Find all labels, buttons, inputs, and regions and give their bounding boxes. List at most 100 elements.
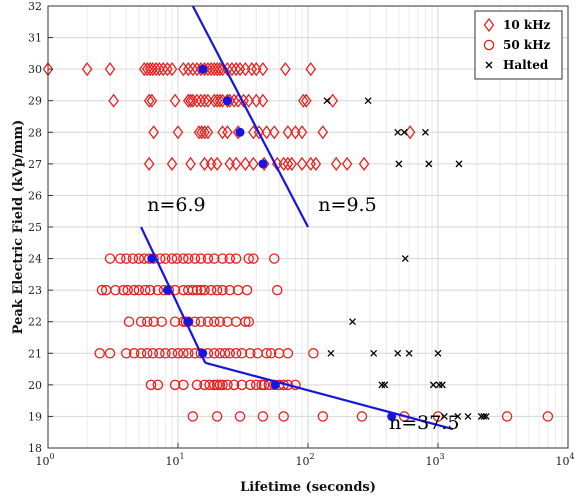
data-point (195, 284, 207, 296)
data-point (230, 348, 242, 359)
data-point (286, 156, 298, 171)
legend-symbol (483, 17, 495, 33)
data-point (166, 62, 178, 77)
data-point (323, 97, 331, 105)
data-point (150, 62, 162, 77)
data-point (183, 348, 194, 359)
data-point (236, 348, 248, 359)
fit-marker (198, 64, 208, 74)
data-point (104, 348, 116, 359)
data-point (178, 62, 189, 77)
data-point (282, 156, 294, 171)
data-point (135, 348, 147, 359)
data-point (202, 316, 214, 327)
data-point (401, 255, 409, 263)
data-point (243, 253, 254, 264)
data-point (191, 93, 203, 108)
data-point (240, 316, 251, 327)
data-point (282, 348, 294, 359)
data-point (300, 93, 312, 108)
data-point (178, 253, 189, 264)
data-point (199, 125, 210, 140)
data-point (243, 93, 255, 108)
data-point (202, 253, 214, 264)
data-point (211, 379, 223, 391)
data-point (349, 318, 356, 326)
data-point (421, 128, 429, 136)
data-point (222, 125, 233, 140)
data-point (296, 125, 308, 140)
data-point (156, 316, 168, 327)
data-point (317, 125, 329, 140)
data-point (145, 379, 157, 391)
data-point (169, 316, 181, 327)
data-point (144, 284, 156, 296)
data-point (108, 93, 119, 108)
fit-marker (387, 411, 397, 421)
data-point (341, 156, 353, 171)
fit-label: n=9.5 (318, 194, 376, 216)
y-tick-label: 28 (28, 126, 42, 139)
data-point (358, 156, 370, 171)
fit-marker (198, 348, 208, 358)
data-point (110, 284, 121, 296)
data-point (251, 379, 262, 391)
fit-marker (147, 254, 157, 264)
data-point (214, 379, 226, 391)
legend-entry: 10 kHz (483, 17, 551, 33)
data-point (205, 284, 217, 296)
fit-line (140, 226, 207, 364)
data-point (172, 348, 184, 359)
fit-marker (258, 159, 268, 169)
data-point (166, 156, 178, 171)
data-point (127, 253, 139, 264)
data-point (224, 348, 235, 359)
data-point (211, 156, 223, 171)
data-point (261, 125, 272, 140)
data-point (228, 379, 240, 391)
data-point (128, 348, 140, 359)
y-tick-label: 25 (28, 221, 42, 234)
data-point (241, 284, 253, 296)
data-point (429, 381, 437, 389)
legend-entry: 50 kHz (483, 38, 551, 52)
data-point (191, 379, 203, 391)
legend-label: 50 kHz (503, 38, 551, 52)
data-point (258, 379, 270, 391)
fit-marker (222, 96, 232, 106)
data-point (381, 381, 389, 389)
data-point (154, 348, 165, 359)
data-point (217, 284, 228, 296)
data-point (214, 93, 226, 108)
y-tick-label: 18 (28, 442, 42, 455)
y-tick-label: 31 (28, 32, 42, 45)
y-tick-label: 23 (28, 284, 42, 297)
y-tick-label: 30 (28, 63, 42, 76)
data-point (133, 284, 145, 296)
data-point (169, 379, 181, 391)
legend-symbol (485, 61, 493, 69)
data-point (187, 411, 199, 422)
data-point (317, 411, 329, 422)
data-point (243, 316, 254, 327)
data-point (230, 156, 242, 171)
data-point (148, 125, 159, 140)
data-point (432, 411, 444, 422)
data-point (330, 156, 342, 171)
data-point (246, 62, 258, 77)
fit-line (204, 361, 454, 431)
data-point (226, 62, 238, 77)
data-layer (42, 5, 554, 431)
x-tick-label: 100 (35, 452, 54, 468)
y-tick-label: 27 (28, 158, 42, 171)
data-point (454, 412, 462, 420)
data-point (278, 156, 289, 171)
data-point (140, 284, 151, 296)
data-point (208, 379, 220, 391)
data-point (182, 93, 194, 108)
data-point (166, 348, 178, 359)
data-point (477, 412, 485, 420)
y-axis-title: Peak Electric Field (kVp/mm) (11, 120, 26, 335)
data-point (257, 62, 269, 77)
data-point (169, 93, 181, 108)
